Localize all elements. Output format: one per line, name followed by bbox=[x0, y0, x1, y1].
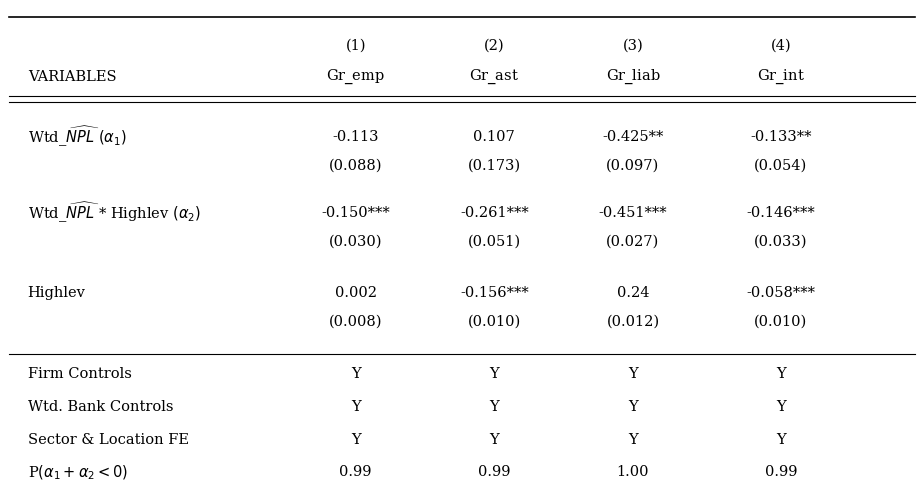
Text: -0.261***: -0.261*** bbox=[460, 205, 529, 220]
Text: Highlev: Highlev bbox=[28, 286, 86, 300]
Text: (0.173): (0.173) bbox=[468, 158, 521, 173]
Text: (0.012): (0.012) bbox=[606, 314, 660, 329]
Text: Wtd_$\widehat{NPL}$ * Highlev $(\alpha_2)$: Wtd_$\widehat{NPL}$ * Highlev $(\alpha_2… bbox=[28, 200, 201, 225]
Text: Y: Y bbox=[351, 367, 360, 382]
Text: Y: Y bbox=[628, 432, 638, 447]
Text: -0.058***: -0.058*** bbox=[747, 286, 815, 300]
Text: (0.033): (0.033) bbox=[754, 234, 808, 249]
Text: (2): (2) bbox=[484, 38, 505, 53]
Text: 0.24: 0.24 bbox=[616, 286, 650, 300]
Text: (3): (3) bbox=[623, 38, 643, 53]
Text: (0.088): (0.088) bbox=[329, 158, 383, 173]
Text: Y: Y bbox=[351, 432, 360, 447]
Text: P$(\alpha_1 + \alpha_2 < 0)$: P$(\alpha_1 + \alpha_2 < 0)$ bbox=[28, 463, 128, 480]
Text: Y: Y bbox=[351, 400, 360, 414]
Text: Gr$\_$liab: Gr$\_$liab bbox=[605, 68, 661, 86]
Text: Y: Y bbox=[490, 367, 499, 382]
Text: Y: Y bbox=[490, 432, 499, 447]
Text: -0.425**: -0.425** bbox=[602, 130, 663, 144]
Text: -0.156***: -0.156*** bbox=[460, 286, 529, 300]
Text: 0.99: 0.99 bbox=[478, 465, 511, 480]
Text: -0.133**: -0.133** bbox=[750, 130, 811, 144]
Text: 0.107: 0.107 bbox=[473, 130, 516, 144]
Text: -0.451***: -0.451*** bbox=[599, 205, 667, 220]
Text: -0.146***: -0.146*** bbox=[747, 205, 815, 220]
Text: Gr$\_$emp: Gr$\_$emp bbox=[326, 68, 385, 86]
Text: -0.113: -0.113 bbox=[333, 130, 379, 144]
Text: VARIABLES: VARIABLES bbox=[28, 70, 116, 84]
Text: (0.054): (0.054) bbox=[754, 158, 808, 173]
Text: Sector & Location FE: Sector & Location FE bbox=[28, 432, 188, 447]
Text: Gr$\_$int: Gr$\_$int bbox=[757, 68, 805, 86]
Text: (0.030): (0.030) bbox=[329, 234, 383, 249]
Text: Wtd_$\widehat{NPL}$ $(\alpha_1)$: Wtd_$\widehat{NPL}$ $(\alpha_1)$ bbox=[28, 124, 127, 149]
Text: (0.010): (0.010) bbox=[754, 314, 808, 329]
Text: Y: Y bbox=[776, 400, 785, 414]
Text: Y: Y bbox=[490, 400, 499, 414]
Text: Firm Controls: Firm Controls bbox=[28, 367, 131, 382]
Text: Wtd. Bank Controls: Wtd. Bank Controls bbox=[28, 400, 173, 414]
Text: (0.027): (0.027) bbox=[606, 234, 660, 249]
Text: Y: Y bbox=[628, 400, 638, 414]
Text: Gr$\_$ast: Gr$\_$ast bbox=[469, 68, 519, 86]
Text: (0.097): (0.097) bbox=[606, 158, 660, 173]
Text: 1.00: 1.00 bbox=[616, 465, 650, 480]
Text: Y: Y bbox=[776, 367, 785, 382]
Text: -0.150***: -0.150*** bbox=[322, 205, 390, 220]
Text: 0.99: 0.99 bbox=[339, 465, 372, 480]
Text: (4): (4) bbox=[771, 38, 791, 53]
Text: 0.002: 0.002 bbox=[334, 286, 377, 300]
Text: (0.008): (0.008) bbox=[329, 314, 383, 329]
Text: (1): (1) bbox=[346, 38, 366, 53]
Text: (0.010): (0.010) bbox=[468, 314, 521, 329]
Text: 0.99: 0.99 bbox=[764, 465, 797, 480]
Text: (0.051): (0.051) bbox=[468, 234, 521, 249]
Text: Y: Y bbox=[776, 432, 785, 447]
Text: Y: Y bbox=[628, 367, 638, 382]
